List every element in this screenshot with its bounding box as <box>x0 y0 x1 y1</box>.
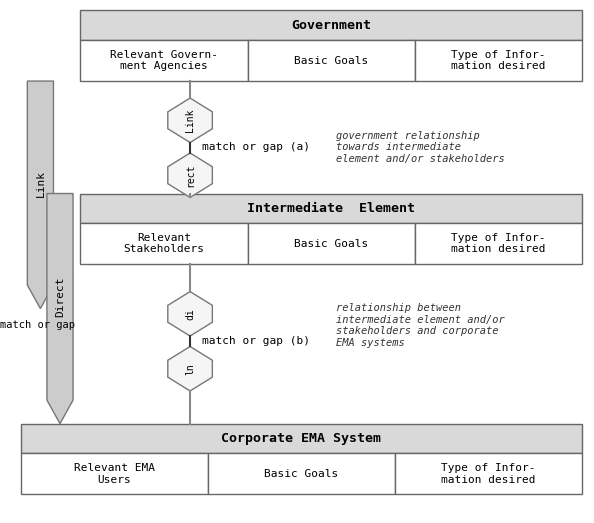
Bar <box>80 223 248 264</box>
Text: match or gap (b): match or gap (b) <box>202 336 310 346</box>
Text: Type of Infor-
mation desired: Type of Infor- mation desired <box>451 50 546 72</box>
Text: government relationship
towards intermediate
element and/or stakeholders: government relationship towards intermed… <box>336 131 504 164</box>
Text: Relevant
Stakeholders: Relevant Stakeholders <box>124 233 204 255</box>
Text: di: di <box>185 308 195 320</box>
Bar <box>248 40 415 81</box>
Polygon shape <box>168 347 213 391</box>
Text: ln: ln <box>185 363 195 374</box>
Text: Link: Link <box>36 169 45 197</box>
Text: Link: Link <box>185 109 195 132</box>
Text: rect: rect <box>185 164 195 187</box>
Text: Direct: Direct <box>55 277 65 317</box>
Bar <box>415 223 582 264</box>
Text: Basic Goals: Basic Goals <box>294 55 368 65</box>
Text: Type of Infor-
mation desired: Type of Infor- mation desired <box>441 463 536 485</box>
Text: Basic Goals: Basic Goals <box>294 238 368 248</box>
Polygon shape <box>168 153 213 197</box>
Bar <box>208 453 395 494</box>
Polygon shape <box>168 98 213 142</box>
Text: Government: Government <box>291 19 371 32</box>
Polygon shape <box>168 292 213 336</box>
Text: Basic Goals: Basic Goals <box>264 469 339 479</box>
Text: Corporate EMA System: Corporate EMA System <box>222 432 381 445</box>
Bar <box>248 223 415 264</box>
Text: Relevant EMA
Users: Relevant EMA Users <box>74 463 155 485</box>
Text: Type of Infor-
mation desired: Type of Infor- mation desired <box>451 233 546 255</box>
Bar <box>80 10 582 40</box>
Polygon shape <box>47 194 73 424</box>
Bar <box>395 453 582 494</box>
Bar <box>21 424 582 453</box>
Text: Relevant Govern-
ment Agencies: Relevant Govern- ment Agencies <box>110 50 218 72</box>
Bar <box>415 40 582 81</box>
Bar <box>80 40 248 81</box>
Bar <box>21 453 208 494</box>
Text: relationship between
intermediate element and/or
stakeholders and corporate
EMA : relationship between intermediate elemen… <box>336 303 504 348</box>
Bar <box>80 194 582 223</box>
Polygon shape <box>27 81 53 309</box>
Text: match or gap: match or gap <box>0 320 75 331</box>
Text: Intermediate  Element: Intermediate Element <box>247 202 415 215</box>
Text: match or gap (a): match or gap (a) <box>202 142 310 153</box>
